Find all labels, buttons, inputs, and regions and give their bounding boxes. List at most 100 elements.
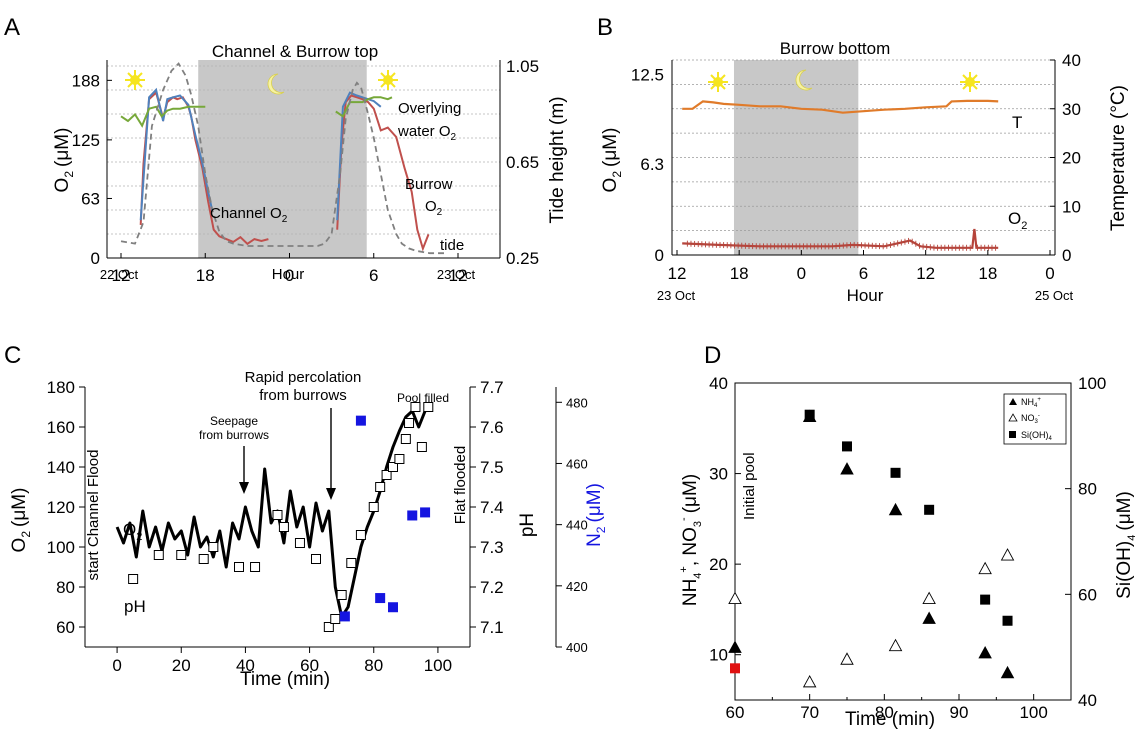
series-line — [120, 105, 206, 128]
tick-labels: 12 18 0 6 12 188 125 63 0 1.05 0.65 0.25 — [72, 57, 539, 285]
x-tick-label: 60 — [300, 656, 319, 675]
x-date-start: 23 Oct — [657, 288, 696, 303]
series-line — [336, 91, 382, 221]
n2-point — [388, 602, 398, 613]
y-tick-label-right: 30 — [1062, 100, 1081, 119]
annotation-rapid-2: from burrows — [259, 387, 347, 404]
n2-point — [375, 593, 386, 604]
x-tick-label: 18 — [978, 264, 997, 283]
no3-point — [1000, 548, 1015, 561]
panel-label-a: A — [4, 14, 20, 41]
ph-point — [278, 522, 289, 532]
ph-point — [208, 542, 219, 552]
no3-point — [978, 561, 992, 575]
annotation-seepage: Seepage — [210, 414, 258, 428]
x-tick-label: 90 — [950, 703, 969, 722]
y-axis-label-left: NH4+, NO3-(μM) — [678, 474, 704, 606]
y-tick-label-right: 20 — [1062, 149, 1081, 168]
y-axis-label-right: Temperature (°C) — [1108, 85, 1129, 231]
ph-point — [294, 538, 305, 548]
o2-line — [115, 409, 427, 619]
n2-tick-label: 440 — [566, 518, 588, 533]
ph-point — [355, 530, 366, 540]
sun-icon — [378, 70, 398, 90]
ph-point — [404, 418, 415, 428]
moon-icon — [795, 69, 813, 91]
y-tick-label: 140 — [47, 458, 75, 477]
gridlines — [107, 65, 500, 235]
panel-c: 0 20 40 60 80 100 60 80 100 120 140 160 180 7.1 7.2 7.3… — [9, 369, 608, 690]
si-point — [980, 594, 991, 605]
annotation-pool-filled: Pool filled — [397, 391, 449, 405]
y-axis-label-right: Tide height (m) — [547, 96, 568, 223]
panel-label-b: B — [597, 14, 613, 41]
nh4-point — [922, 611, 936, 624]
n2-point — [355, 415, 366, 426]
si-point — [1002, 615, 1013, 626]
x-tick-label: 100 — [424, 656, 452, 675]
ph-point — [346, 558, 357, 568]
y-tick-label: 125 — [72, 131, 100, 150]
y-tick-label: 20 — [709, 555, 728, 574]
x-tick-label: 80 — [875, 703, 894, 722]
annotation-o2: O2 — [123, 520, 142, 543]
y-tick-label: 10 — [709, 646, 728, 665]
y-tick-label: 60 — [56, 618, 75, 637]
ph-tick-label: 7.6 — [480, 418, 504, 437]
y-tick-label-right: 40 — [1062, 51, 1081, 70]
si-point — [730, 663, 740, 674]
y-axis-label-right: Si(OH)4(μM) — [1114, 491, 1138, 599]
ph-point — [410, 402, 421, 412]
ph-tick-label: 7.7 — [480, 378, 504, 397]
y-tick-label: 63 — [81, 189, 100, 208]
tick-labels: 0 20 40 60 80 100 60 80 100 120 140 160 180 7.1 7.2 7.3… — [47, 378, 588, 675]
sun-icon — [960, 72, 980, 92]
annotation-channel: Channel O2 — [210, 205, 288, 225]
x-tick-label: 20 — [172, 656, 191, 675]
moon-icon — [267, 73, 285, 95]
series-line — [139, 87, 214, 221]
ph-tick-label: 7.2 — [480, 578, 504, 597]
y-tick-label: 188 — [72, 71, 100, 90]
x-tick-label: 18 — [730, 264, 749, 283]
y-tick-label: 40 — [709, 374, 728, 393]
annotation-start-flood: start Channel Flood — [85, 450, 102, 581]
y-axis-label-n2: N2(μM) — [584, 483, 608, 547]
x-tick-label: 0 — [285, 266, 294, 285]
no3-point — [802, 674, 817, 688]
ph-point — [381, 470, 392, 480]
y-tick-label-right: 1.05 — [506, 57, 539, 76]
tick-labels: 12 18 0 6 12 18 0 12.5 6.3 0 40 30 20 10 0 — [631, 51, 1081, 283]
chart-title: Burrow bottom — [780, 39, 891, 58]
x-date-end: 23 Oct — [437, 267, 476, 282]
ph-tick-label: 7.3 — [480, 538, 504, 557]
y-tick-label: 160 — [47, 418, 75, 437]
x-tick-label: 100 — [1019, 703, 1047, 722]
nh4-point — [888, 502, 903, 516]
y-tick-label: 120 — [47, 498, 75, 517]
tick-labels: 60 70 80 90 100 10 20 30 40 40 60 80 100 — [709, 374, 1106, 722]
y-axis-label-o2: O2(μM) — [9, 488, 33, 553]
series-line — [682, 99, 999, 114]
si-point — [924, 504, 935, 515]
x-tick-label: 60 — [726, 703, 745, 722]
x-date-end: 25 Oct — [1035, 288, 1074, 303]
y-tick-label-right: 0 — [1062, 246, 1071, 265]
arrow-seepage — [239, 446, 249, 494]
y-axis-label-left: O2(μM) — [52, 128, 76, 193]
ph-point — [323, 622, 334, 632]
annotation-overlying: Overlying — [398, 100, 461, 117]
x-axis-label: Time (min) — [845, 709, 935, 730]
annotation-rapid: Rapid percolation — [245, 369, 362, 386]
y-tick-label: 0 — [91, 249, 100, 268]
y-tick-label: 30 — [709, 465, 728, 484]
si-point — [842, 441, 852, 452]
panel-a: 12 18 0 6 12 188 125 63 0 1.05 0.65 0.25 Channel & … — [52, 42, 568, 285]
nh4-point — [840, 462, 854, 475]
x-tick-label: 80 — [364, 656, 383, 675]
ph-point — [234, 562, 244, 572]
ph-tick-label: 7.5 — [480, 458, 504, 477]
nh4-point — [1000, 665, 1015, 679]
